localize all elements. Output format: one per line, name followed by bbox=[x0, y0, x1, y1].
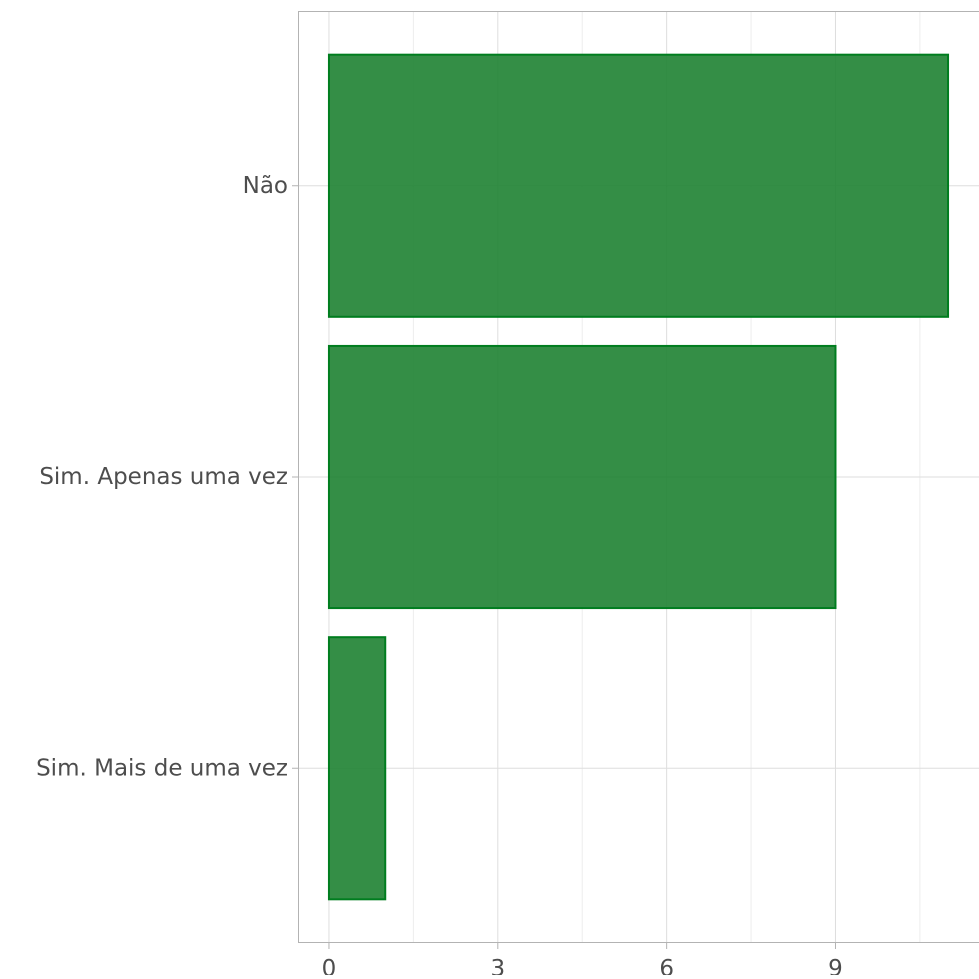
y-tick-label: Sim. Mais de uma vez bbox=[36, 755, 288, 781]
y-tick-label: Não bbox=[243, 173, 288, 199]
x-tick-label: 9 bbox=[828, 956, 843, 975]
x-axis: 0 3 6 9 bbox=[322, 943, 843, 975]
x-tick-label: 6 bbox=[659, 956, 674, 975]
x-tick-label: 3 bbox=[490, 956, 505, 975]
bar bbox=[329, 346, 836, 608]
x-tick-label: 0 bbox=[322, 956, 337, 975]
y-tick-label: Sim. Apenas uma vez bbox=[39, 464, 288, 490]
bar bbox=[329, 637, 385, 899]
y-axis: Sim. Mais de uma vez Sim. Apenas uma vez N… bbox=[36, 173, 298, 782]
bar bbox=[329, 55, 948, 317]
